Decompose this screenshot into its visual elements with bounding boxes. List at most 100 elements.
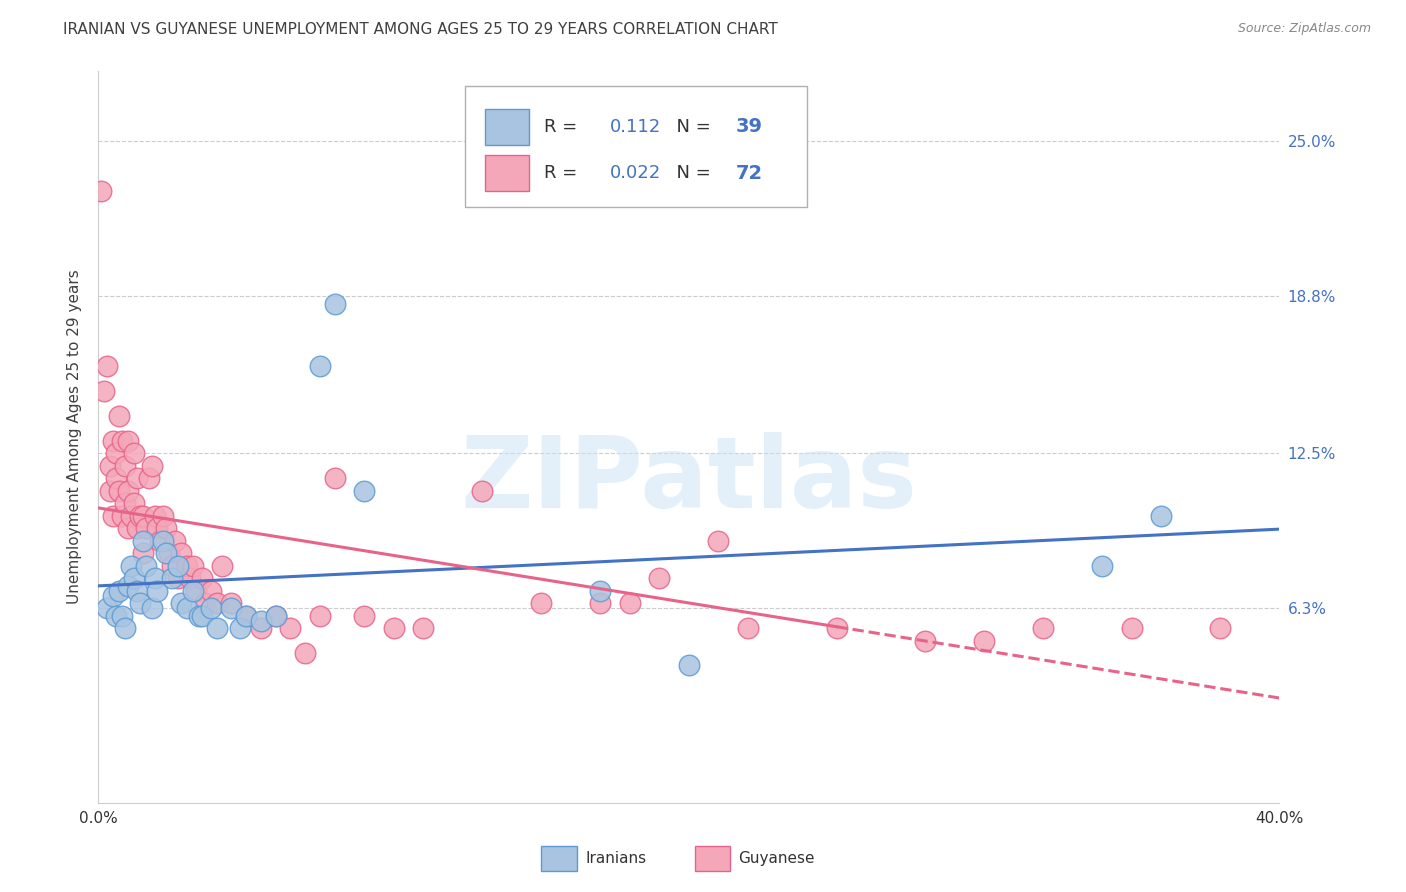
Point bbox=[135, 558, 157, 573]
Point bbox=[205, 621, 228, 635]
Point bbox=[125, 521, 148, 535]
Point bbox=[353, 483, 375, 498]
Point bbox=[1121, 621, 1143, 635]
Point bbox=[973, 633, 995, 648]
Point bbox=[103, 508, 125, 523]
Point bbox=[125, 583, 148, 598]
Point bbox=[167, 571, 190, 585]
Point bbox=[1150, 508, 1173, 523]
Point bbox=[167, 558, 190, 573]
Point bbox=[1091, 558, 1114, 573]
Point bbox=[143, 508, 166, 523]
Point bbox=[128, 596, 150, 610]
Point bbox=[353, 608, 375, 623]
Point bbox=[184, 583, 207, 598]
Point bbox=[155, 521, 177, 535]
Point bbox=[117, 579, 139, 593]
Text: ZIPatlas: ZIPatlas bbox=[461, 433, 917, 530]
Point bbox=[114, 458, 136, 473]
Point bbox=[176, 601, 198, 615]
Point bbox=[170, 546, 193, 560]
Point bbox=[309, 359, 332, 373]
Point bbox=[264, 608, 287, 623]
Point bbox=[105, 608, 128, 623]
Point bbox=[149, 533, 172, 548]
Point bbox=[98, 458, 121, 473]
Point bbox=[323, 296, 346, 310]
Point bbox=[117, 434, 139, 448]
FancyBboxPatch shape bbox=[485, 110, 530, 145]
Point bbox=[211, 558, 233, 573]
Point bbox=[194, 596, 217, 610]
Point bbox=[412, 621, 434, 635]
Point bbox=[619, 596, 641, 610]
Point bbox=[111, 608, 134, 623]
Point bbox=[179, 571, 201, 585]
Point bbox=[96, 359, 118, 373]
Point bbox=[309, 608, 332, 623]
Point bbox=[90, 184, 112, 198]
Text: N =: N = bbox=[665, 164, 717, 182]
Point bbox=[170, 596, 193, 610]
Text: 39: 39 bbox=[737, 118, 763, 136]
Point bbox=[143, 571, 166, 585]
Text: N =: N = bbox=[665, 118, 717, 136]
Point bbox=[122, 496, 145, 510]
Point bbox=[128, 508, 150, 523]
Point bbox=[648, 571, 671, 585]
Point bbox=[181, 558, 204, 573]
Point bbox=[382, 621, 405, 635]
Point bbox=[1209, 621, 1232, 635]
Point bbox=[162, 558, 183, 573]
Point bbox=[108, 409, 131, 423]
Point bbox=[294, 646, 316, 660]
Point bbox=[132, 533, 155, 548]
Point bbox=[98, 483, 121, 498]
Point bbox=[114, 621, 136, 635]
Text: R =: R = bbox=[544, 164, 582, 182]
FancyBboxPatch shape bbox=[541, 846, 576, 871]
Point bbox=[114, 496, 136, 510]
Point bbox=[122, 446, 145, 460]
Text: Guyanese: Guyanese bbox=[738, 851, 815, 866]
Point bbox=[146, 521, 169, 535]
Point bbox=[108, 583, 131, 598]
Point bbox=[250, 621, 273, 635]
Point bbox=[125, 471, 148, 485]
Point bbox=[181, 583, 204, 598]
Point bbox=[120, 508, 142, 523]
Text: 72: 72 bbox=[737, 163, 763, 183]
Y-axis label: Unemployment Among Ages 25 to 29 years: Unemployment Among Ages 25 to 29 years bbox=[67, 269, 83, 605]
Point bbox=[530, 596, 553, 610]
Point bbox=[250, 614, 273, 628]
Text: 0.112: 0.112 bbox=[610, 118, 661, 136]
Point bbox=[105, 446, 128, 460]
Text: Iranians: Iranians bbox=[585, 851, 647, 866]
Text: R =: R = bbox=[544, 118, 582, 136]
Point bbox=[219, 596, 242, 610]
Point bbox=[205, 596, 228, 610]
Point bbox=[707, 533, 730, 548]
FancyBboxPatch shape bbox=[695, 846, 730, 871]
Point bbox=[165, 533, 187, 548]
Point bbox=[152, 508, 174, 523]
Point bbox=[138, 471, 160, 485]
Point bbox=[132, 508, 155, 523]
Point bbox=[105, 471, 128, 485]
Point bbox=[103, 434, 125, 448]
Point bbox=[278, 621, 302, 635]
Point bbox=[235, 608, 257, 623]
Point bbox=[152, 533, 174, 548]
Point bbox=[176, 558, 198, 573]
Point bbox=[111, 508, 134, 523]
Point bbox=[200, 601, 222, 615]
Point bbox=[117, 521, 139, 535]
Point bbox=[589, 583, 612, 598]
Point bbox=[825, 621, 848, 635]
Point bbox=[132, 546, 155, 560]
Point bbox=[323, 471, 346, 485]
Point bbox=[219, 601, 242, 615]
Point bbox=[141, 458, 163, 473]
Point bbox=[96, 601, 118, 615]
Point bbox=[187, 608, 209, 623]
